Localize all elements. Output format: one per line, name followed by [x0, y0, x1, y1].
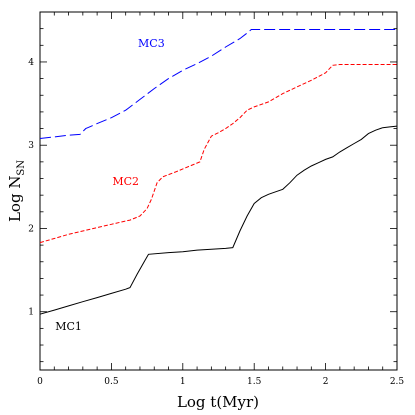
plot-frame — [39, 11, 398, 371]
x-axis-label: Log t(Myr) — [177, 393, 259, 411]
y-axis-label: Log N — [6, 176, 24, 223]
y-tick-label: 3 — [28, 141, 34, 151]
series-label-mc1: MC1 — [55, 320, 82, 333]
series-lines — [39, 29, 398, 315]
series-line-mc1 — [39, 125, 398, 315]
y-tick-label: 1 — [28, 308, 34, 318]
x-tick-label: 2 — [323, 377, 329, 387]
x-tick-label: 1 — [180, 377, 186, 387]
x-tick-label: 2.5 — [390, 377, 405, 387]
series-label-mc2: MC2 — [112, 175, 139, 188]
y-tick-label: 2 — [28, 224, 34, 234]
tick-labels: 0 0.5 1 1.5 2 2.5 1 2 3 4 — [28, 58, 404, 387]
x-tick-label: 0.5 — [104, 377, 119, 387]
tick-marks — [39, 11, 398, 370]
x-tick-label: 1.5 — [247, 377, 262, 387]
series-labels: MC1 MC2 MC3 — [55, 37, 165, 333]
series-label-mc3: MC3 — [138, 37, 165, 50]
svg-text:Log NSN: Log NSN — [6, 160, 27, 222]
series-line-mc3 — [39, 29, 397, 139]
y-axis-label-group: Log NSN — [6, 160, 27, 222]
x-tick-label: 0 — [37, 377, 43, 387]
y-axis-label-subscript: SN — [16, 160, 27, 176]
y-tick-label: 4 — [28, 58, 34, 68]
series-line-mc2 — [39, 64, 397, 244]
